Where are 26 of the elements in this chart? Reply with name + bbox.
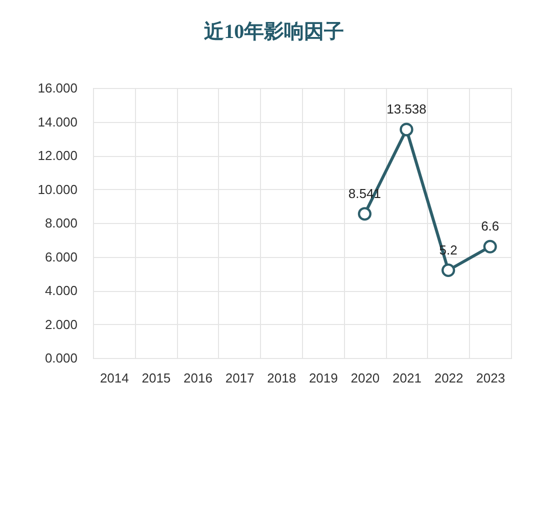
x-tick-label: 2016	[184, 370, 212, 386]
y-tick-label: 8.000	[44, 216, 78, 230]
y-tick-label: 2.000	[44, 316, 78, 332]
x-tick-label: 2023	[476, 370, 506, 386]
point	[400, 122, 414, 136]
point	[442, 263, 456, 278]
x-tick-label: 2022	[434, 370, 464, 386]
y-tick-label: 12.000	[38, 148, 78, 163]
y-tick-label: 4.000	[44, 283, 78, 298]
x-tick-label: 2017	[225, 370, 254, 386]
data-label: 13.538	[386, 102, 426, 117]
y-tick-label: 6.000	[44, 249, 78, 264]
x-tick-label: 2018	[267, 370, 296, 386]
x-tick-label: 2021	[392, 370, 422, 386]
point	[483, 240, 497, 254]
point	[358, 207, 372, 221]
x-tick-label: 2019	[308, 370, 338, 386]
y-tick-label: 10.000	[38, 182, 78, 197]
x-tick-label: 2014	[100, 370, 129, 386]
x-tick-label: 2015	[142, 370, 171, 386]
data-label: 6.6	[481, 218, 500, 234]
y-tick-label: 0.000	[44, 350, 78, 366]
y-tick-label: 14.000	[38, 114, 78, 130]
chart-title: 近10年影响因子	[203, 20, 344, 43]
y-tick-label: 16.000	[38, 80, 78, 96]
x-tick-label: 2020	[350, 370, 380, 386]
